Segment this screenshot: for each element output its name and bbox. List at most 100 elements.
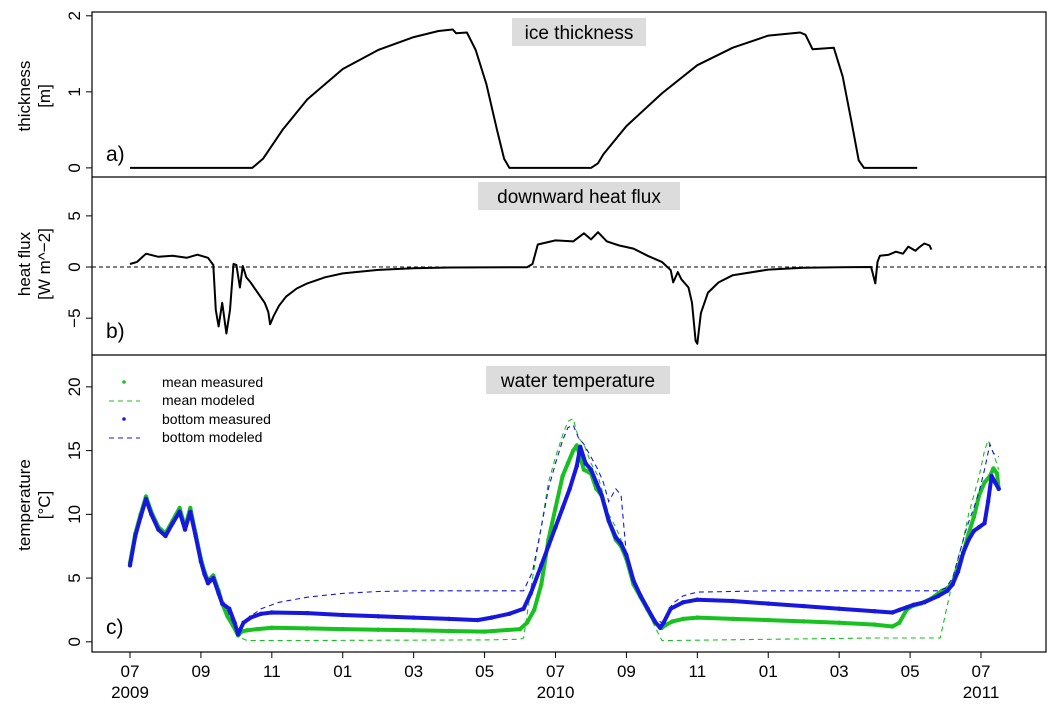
panel-c-series-2-point [996,486,1001,491]
panel-c-series-2-point [227,606,232,611]
panel-b-series-0-line [129,231,933,345]
panel-b-ytick-label: 5 [65,211,84,220]
panel-c-series-2-point [340,612,345,618]
panel-a-ytick-label: 2 [65,11,84,20]
panel-c-series-2-point [546,544,551,549]
panel-c-series-2-point [411,615,416,620]
panel-c-series-2-point [993,480,998,485]
title-box-b [478,182,680,210]
panel-c-title: water temperature [500,371,655,392]
panel-c-series-2-point [156,527,161,532]
panel-c-ytick-label: 15 [65,441,84,460]
legend-bottom-measured-symbol [122,417,126,421]
panel-c-series-2-point [801,603,806,609]
panel-c-series-0-point [872,622,877,627]
panel-c-series-2-point [599,493,604,498]
panel-c-series-2-point [936,593,941,599]
panel-c-series-0-point [890,624,895,629]
panel-c-series-2-point [618,541,624,546]
panel-c-series-0-point [177,505,182,511]
panel-c-series-2-point [259,611,264,616]
x-tick-label: 11 [689,662,707,681]
panel-c-series-2-point [216,591,221,596]
panel-a-ylabel-2: [m] [35,84,54,108]
panel-c-series-0-point [971,514,977,520]
panel-c-series-2-point [904,605,909,610]
panel-c-series-2-point [668,606,673,611]
panel-c-series-0-point [188,505,193,511]
marks-layer [92,28,1046,642]
x-tick-label: 01 [333,662,352,681]
x-tick-label: 11 [263,662,281,681]
panel-c-series-0-point [680,616,686,622]
panel-c-series-2-point [652,619,657,624]
panel-c-series-2-point [955,569,961,574]
x-tick-label: 09 [191,662,210,681]
panel-c-series-2-point [220,601,225,606]
panel-c-series-0-point [766,617,771,623]
panel-c-series-2-point [574,463,579,469]
panel-c-series-2-point [971,528,977,534]
x-tick-label: 03 [830,662,849,681]
panel-c-series-2-point [890,610,895,615]
panel-c-series-2-point [127,563,133,568]
panel-b-ytick-label: 0 [65,262,84,271]
panel-c-series-2-point [475,617,480,623]
panel-c-series-0-point [305,626,310,631]
panel-c-series-0-point [695,615,700,620]
panel-c-series-0-point [376,627,381,632]
x-tick-label: 07 [546,662,565,681]
panel-c-series-2-point [985,499,991,504]
panel-c-series-0-point [340,626,345,632]
panel-c-series-0-point [553,505,558,511]
panel-c-series-0-point [539,582,544,587]
panel-a-series-0-line [130,28,918,169]
panel-c-series-2-point [645,606,650,611]
panel-c-series-0-point [565,461,571,466]
panel-c-series-0-point [517,626,523,632]
panel-c-series-2-point [911,602,916,607]
panel-a-ytick-label: 0 [65,163,84,172]
panel-c-series-2-point [613,535,618,540]
panel-c-series-2-point [560,505,565,511]
panel-c-series-2-point [730,598,735,604]
panel-c-series-0-point [982,480,987,485]
panel-c-series-2-point [966,537,971,542]
panel-c-series-2-point [205,581,211,586]
x-year-label: 2009 [111,683,149,702]
x-tick-label: 03 [404,662,423,681]
panel-b-ylabel-1: heat flux [15,231,34,296]
panel-c-series-2-point [269,610,274,615]
panel-c-series-2-point [594,480,599,485]
panel-b-ytick-label: −5 [65,308,84,327]
panel-c-series-0-point [560,473,565,479]
panel-c-series-0-point [730,616,735,622]
panel-c-series-2-point [680,600,686,605]
panel-c-ylabel-1: temperature [15,459,34,551]
panel-c-series-2-point [521,606,526,611]
panel-c-ylabel-2: [°C] [35,491,54,520]
panel-c-series-2-point [553,524,558,530]
panel-c-series-0-point [801,619,806,624]
panel-c-series-0-point [255,626,260,632]
panel-c-series-2-point [507,611,512,616]
legend-mean-modeled-label: mean modeled [162,392,255,408]
panel-b-title: downward heat flux [497,187,661,208]
panel-c-series-2-point [606,518,611,523]
panel-c-series-0-point [574,443,579,448]
x-tick-label: 07 [121,662,140,681]
panel-c-series-2-point [657,625,663,630]
x-tick-label: 05 [475,662,494,681]
legend-mean-measured-label: mean measured [162,374,263,390]
panel-c-series-2-point [989,473,994,479]
panel-c-series-2-point [624,552,629,558]
panel-c-series-0-point [532,607,537,613]
panel-c-series-2-point [982,521,987,526]
legend-bottom-measured-label: bottom measured [162,411,271,427]
panel-c-series-2-point [897,607,902,613]
panel-c-series-2-point [695,597,700,602]
panel-c-series-2-point [232,620,237,625]
panel-a-ytick-label: 1 [65,87,84,96]
panel-c-series-0-point [991,466,996,471]
